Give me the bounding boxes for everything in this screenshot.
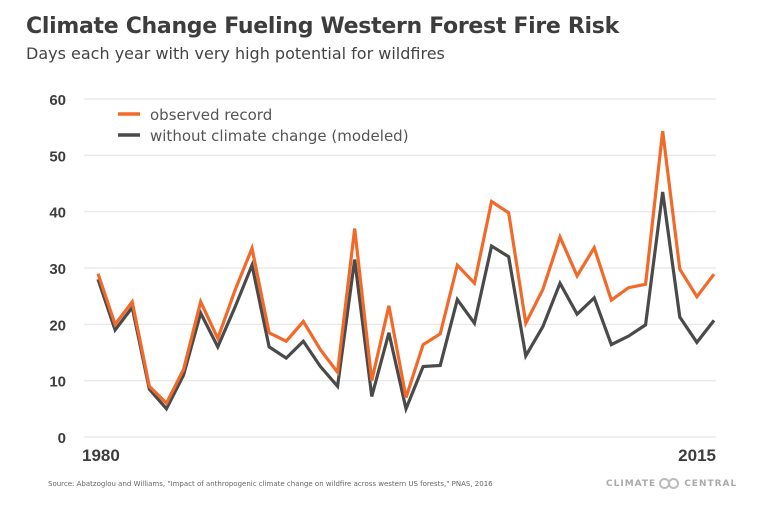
legend-label: observed record xyxy=(150,106,272,124)
x-tick-label: 2015 xyxy=(678,446,716,465)
chart-subtitle: Days each year with very high potential … xyxy=(26,44,445,63)
y-tick-label: 0 xyxy=(58,430,66,447)
source-note: Source: Abatzoglou and Williams, "Impact… xyxy=(48,480,493,488)
logo-mark-icon xyxy=(659,478,681,489)
logo-right-text: CENTRAL xyxy=(684,478,738,489)
series-line-modeled xyxy=(96,191,716,415)
climate-central-logo: CLIMATE CENTRAL xyxy=(606,478,737,489)
series-line-observed xyxy=(96,130,716,406)
y-tick-label: 50 xyxy=(49,148,66,165)
y-tick-label: 30 xyxy=(49,261,66,278)
logo-left-text: CLIMATE xyxy=(606,478,657,489)
y-tick-label: 40 xyxy=(49,205,66,222)
x-tick-label: 1980 xyxy=(82,446,120,465)
chart-title: Climate Change Fueling Western Forest Fi… xyxy=(26,14,619,39)
y-tick-label: 60 xyxy=(49,92,66,109)
legend-label: without climate change (modeled) xyxy=(150,127,409,145)
y-tick-label: 10 xyxy=(49,374,66,391)
y-tick-label: 20 xyxy=(49,317,66,334)
